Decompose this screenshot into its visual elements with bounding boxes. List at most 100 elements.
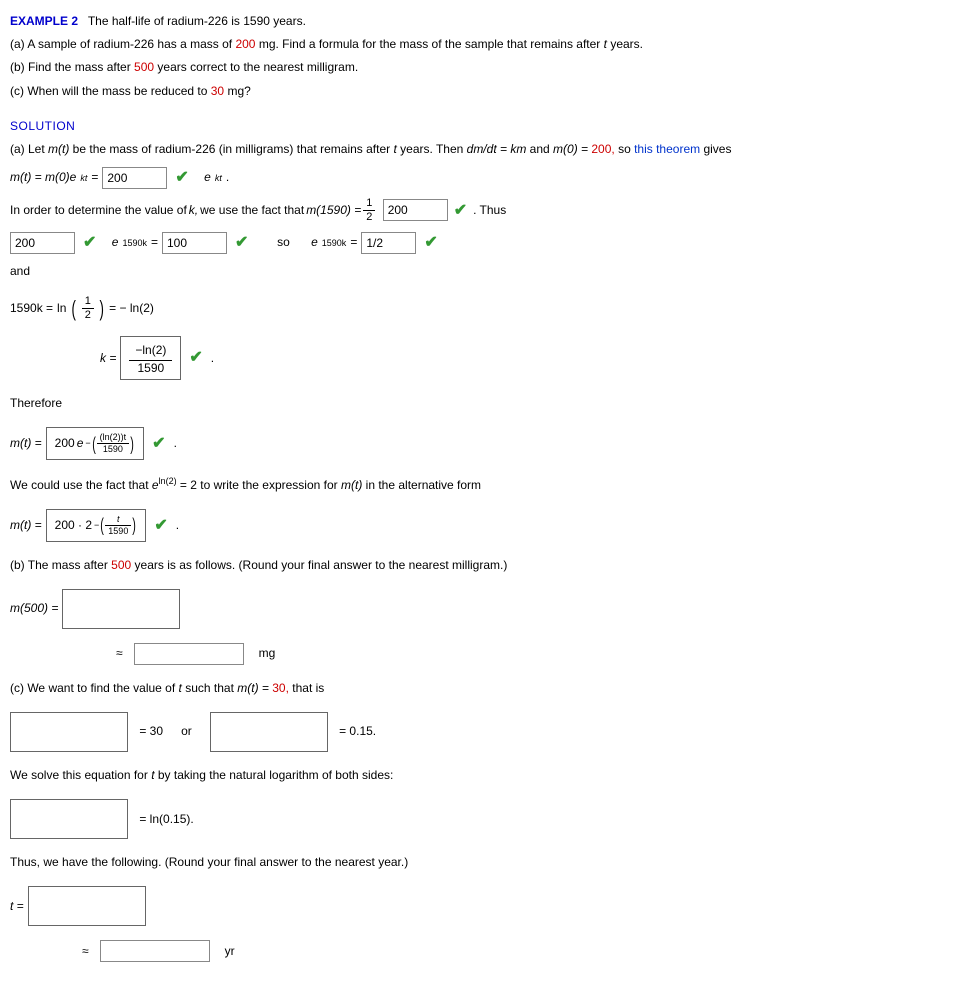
eq2-e1: e (112, 233, 119, 252)
eq1-e: e (204, 168, 211, 187)
sol-c-v: 30, (272, 681, 289, 695)
equation-m500: m(500) = (10, 589, 947, 629)
equation-c2: = ln(0.15). (10, 799, 947, 839)
example-label: EXAMPLE 2 (10, 14, 78, 28)
t-approx-symbol: ≈ (82, 942, 89, 961)
sol-a-text6: gives (700, 142, 731, 156)
eq4-box[interactable]: −ln(2) 1590 (120, 336, 181, 380)
example-heading: EXAMPLE 2 The half-life of radium-226 is… (10, 12, 947, 31)
eq1-exp: kt (80, 171, 87, 185)
part-c-suffix: mg? (224, 84, 251, 98)
yr-label: yr (225, 942, 235, 961)
eq4-lhs: k = (100, 349, 116, 368)
eq2-input3[interactable] (361, 232, 416, 254)
equation-4: k = −ln(2) 1590 ✔ . (100, 336, 947, 380)
eq2-exp1: 1590k (122, 236, 147, 250)
mg-label: mg (259, 644, 276, 663)
eq5-minus: − (85, 436, 90, 450)
line2-num: 1 (363, 197, 375, 211)
sol-c-2b: by taking the natural logarithm of both … (155, 768, 394, 782)
eq1-input[interactable] (102, 167, 167, 189)
check-icon: ✔ (175, 165, 188, 191)
m500-input[interactable] (62, 589, 180, 629)
line2-thus: . Thus (473, 201, 506, 220)
equation-t-approx: ≈ yr (82, 940, 947, 962)
line3-a: We could use the fact that (10, 478, 152, 492)
eq5-inum: (ln(2))t (97, 432, 130, 444)
eq4-dot: . (211, 349, 214, 368)
eq2-e2: e (311, 233, 318, 252)
sol-b-val: 500 (111, 558, 131, 572)
c2-input[interactable] (10, 799, 128, 839)
line2-a: In order to determine the value of (10, 201, 187, 220)
eq1-dot: . (226, 168, 229, 187)
part-b: (b) Find the mass after 500 years correc… (10, 58, 947, 77)
part-a: (a) A sample of radium-226 has a mass of… (10, 35, 947, 54)
eq5-box[interactable]: 200e −((ln(2))t1590) (46, 427, 144, 460)
part-a-end: years. (607, 37, 643, 51)
t-approx-input[interactable] (100, 940, 210, 962)
t-label: t = (10, 897, 24, 916)
eq6-box[interactable]: 200 · 2 −(t1590) (46, 509, 147, 542)
line2-frac: 12 (363, 197, 375, 224)
eq5-dot: . (174, 434, 177, 453)
eq2-input2[interactable] (162, 232, 227, 254)
sol-c-1c: that is (289, 681, 324, 695)
line2-input[interactable] (383, 199, 448, 221)
m500-label: m(500) = (10, 599, 58, 618)
equation-c1: = 30 or = 0.15. (10, 712, 947, 752)
eq3-frac: 12 (82, 295, 94, 322)
sol-b-suffix: years is as follows. (Round your final a… (131, 558, 507, 572)
sol-a-text5: so (615, 142, 634, 156)
solution-b-line: (b) The mass after 500 years is as follo… (10, 556, 947, 575)
line2-den: 2 (363, 211, 375, 224)
check-icon: ✔ (454, 198, 467, 224)
check-icon: ✔ (152, 431, 165, 457)
c1-input1[interactable] (10, 712, 128, 752)
eq2-input1[interactable] (10, 232, 75, 254)
c2-ln015: = ln(0.15). (139, 810, 193, 829)
line3-eq: = 2 to write the expression for (177, 478, 341, 492)
eq6-num: t (105, 514, 131, 526)
m500-approx-input[interactable] (134, 643, 244, 665)
eq6-dot: . (176, 516, 179, 535)
part-b-suffix: years correct to the nearest milligram. (154, 60, 358, 74)
eq6-lhs: m(t) = (10, 516, 42, 535)
equation-t: t = (10, 886, 947, 926)
solution-c-line1: (c) We want to find the value of t such … (10, 679, 947, 698)
part-b-prefix: (b) Find the mass after (10, 60, 134, 74)
equation-2: ✔ e1590k = ✔ so e1590k = ✔ (10, 230, 947, 256)
sol-c-mt: m(t) = (237, 681, 272, 695)
eq3-num: 1 (82, 295, 94, 309)
equation-m500-approx: ≈ mg (116, 643, 947, 665)
theorem-link[interactable]: this theorem (634, 142, 700, 156)
check-icon: ✔ (154, 513, 167, 539)
sol-b-prefix: (b) The mass after (10, 558, 111, 572)
eq3-lhs: 1590k = (10, 299, 53, 318)
solution-heading: SOLUTION (10, 117, 947, 136)
eq2-eq1: = (151, 233, 158, 252)
sol-a-text1: (a) Let (10, 142, 48, 156)
t-input[interactable] (28, 886, 146, 926)
sol-a-m0: m(0) = (553, 142, 591, 156)
sol-c-1b: such that (182, 681, 237, 695)
line2-b: we use the fact that (200, 201, 304, 220)
equation-5: m(t) = 200e −((ln(2))t1590) ✔ . (10, 427, 947, 460)
c1-or: or (181, 722, 192, 741)
part-a-suffix: mg. Find a formula for the mass of the s… (255, 37, 603, 51)
c1-input2[interactable] (210, 712, 328, 752)
part-a-value: 200 (235, 37, 255, 51)
sol-a-m0v: 200, (591, 142, 614, 156)
c1-eq30: = 30 (139, 722, 163, 741)
equation-6: m(t) = 200 · 2 −(t1590) ✔ . (10, 509, 947, 542)
eq5-iden: 1590 (97, 444, 130, 455)
sol-a-mt: m(t) (48, 142, 69, 156)
eq4-frac: −ln(2) 1590 (129, 341, 172, 375)
sol-c-1a: (c) We want to find the value of (10, 681, 179, 695)
eq3-den: 2 (82, 309, 94, 322)
eq6-den: 1590 (105, 526, 131, 537)
part-b-value: 500 (134, 60, 154, 74)
and-label: and (10, 262, 947, 281)
line2-m1590: m(1590) = (306, 201, 361, 220)
eq6-frac: t1590 (105, 514, 131, 537)
